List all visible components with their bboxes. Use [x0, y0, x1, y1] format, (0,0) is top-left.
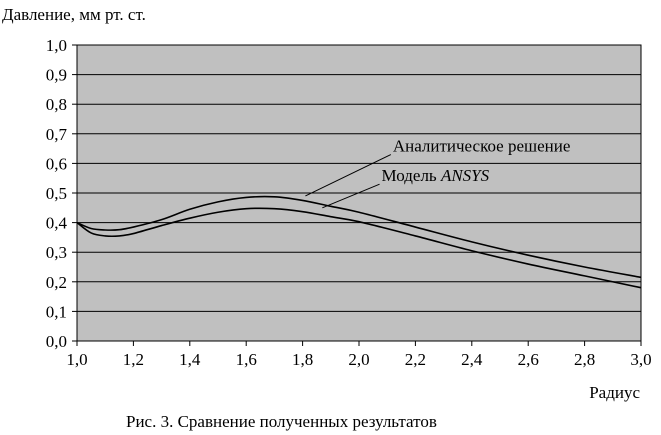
- x-tick-label: 2,4: [461, 350, 483, 369]
- x-tick-label: 1,6: [236, 350, 257, 369]
- series-line-0: [76, 195, 642, 279]
- y-tick-label: 0,4: [46, 214, 68, 233]
- x-tick-label: 3,0: [630, 350, 651, 369]
- x-tick-label: 1,8: [292, 350, 313, 369]
- y-tick-label: 0,0: [46, 332, 67, 351]
- y-tick-label: 0,7: [46, 125, 68, 144]
- series-label-1: Модель ANSYS: [382, 166, 490, 185]
- x-tick-label: 2,8: [574, 350, 595, 369]
- y-tick-label: 0,3: [46, 243, 67, 262]
- series-label-text: Аналитическое решение: [393, 137, 571, 156]
- x-tick-label: 1,2: [123, 350, 144, 369]
- series-group: [76, 195, 642, 289]
- annotation-leader: [305, 154, 392, 197]
- y-tick-label: 0,8: [46, 95, 67, 114]
- x-tick-label: 2,0: [348, 350, 369, 369]
- series-label-text: Модель: [382, 166, 441, 185]
- series-line-1: [76, 207, 642, 289]
- y-tick-label: 0,6: [46, 154, 67, 173]
- annotations-group: Аналитическое решение Модель ANSYS: [305, 137, 571, 209]
- x-tick-label: 1,0: [66, 350, 87, 369]
- y-axis-label: Давление, мм рт. ст.: [2, 5, 146, 24]
- x-axis: 1,0 1,2 1,4 1,6 1,8 2,0 2,2 2,4 2,6 2,8 3,0: [66, 341, 652, 369]
- figure-caption: Рис. 3. Сравнение полученных результатов: [126, 412, 437, 431]
- series-label-italic: ANSYS: [440, 166, 490, 185]
- y-tick-label: 0,1: [46, 302, 67, 321]
- y-tick-label: 0,2: [46, 273, 67, 292]
- series-label-0: Аналитическое решение: [393, 137, 571, 156]
- x-tick-label: 2,6: [518, 350, 539, 369]
- y-tick-label: 1,0: [46, 36, 67, 55]
- y-axis: 0,0 0,1 0,2 0,3 0,4 0,5 0,6 0,7 0,8 0,9 1,0: [46, 36, 77, 351]
- x-axis-label: Радиус: [589, 383, 640, 402]
- annotation-leader: [322, 183, 380, 209]
- x-tick-label: 2,2: [405, 350, 426, 369]
- y-tick-label: 0,5: [46, 184, 67, 203]
- y-tick-label: 0,9: [46, 66, 67, 85]
- x-tick-label: 1,4: [179, 350, 201, 369]
